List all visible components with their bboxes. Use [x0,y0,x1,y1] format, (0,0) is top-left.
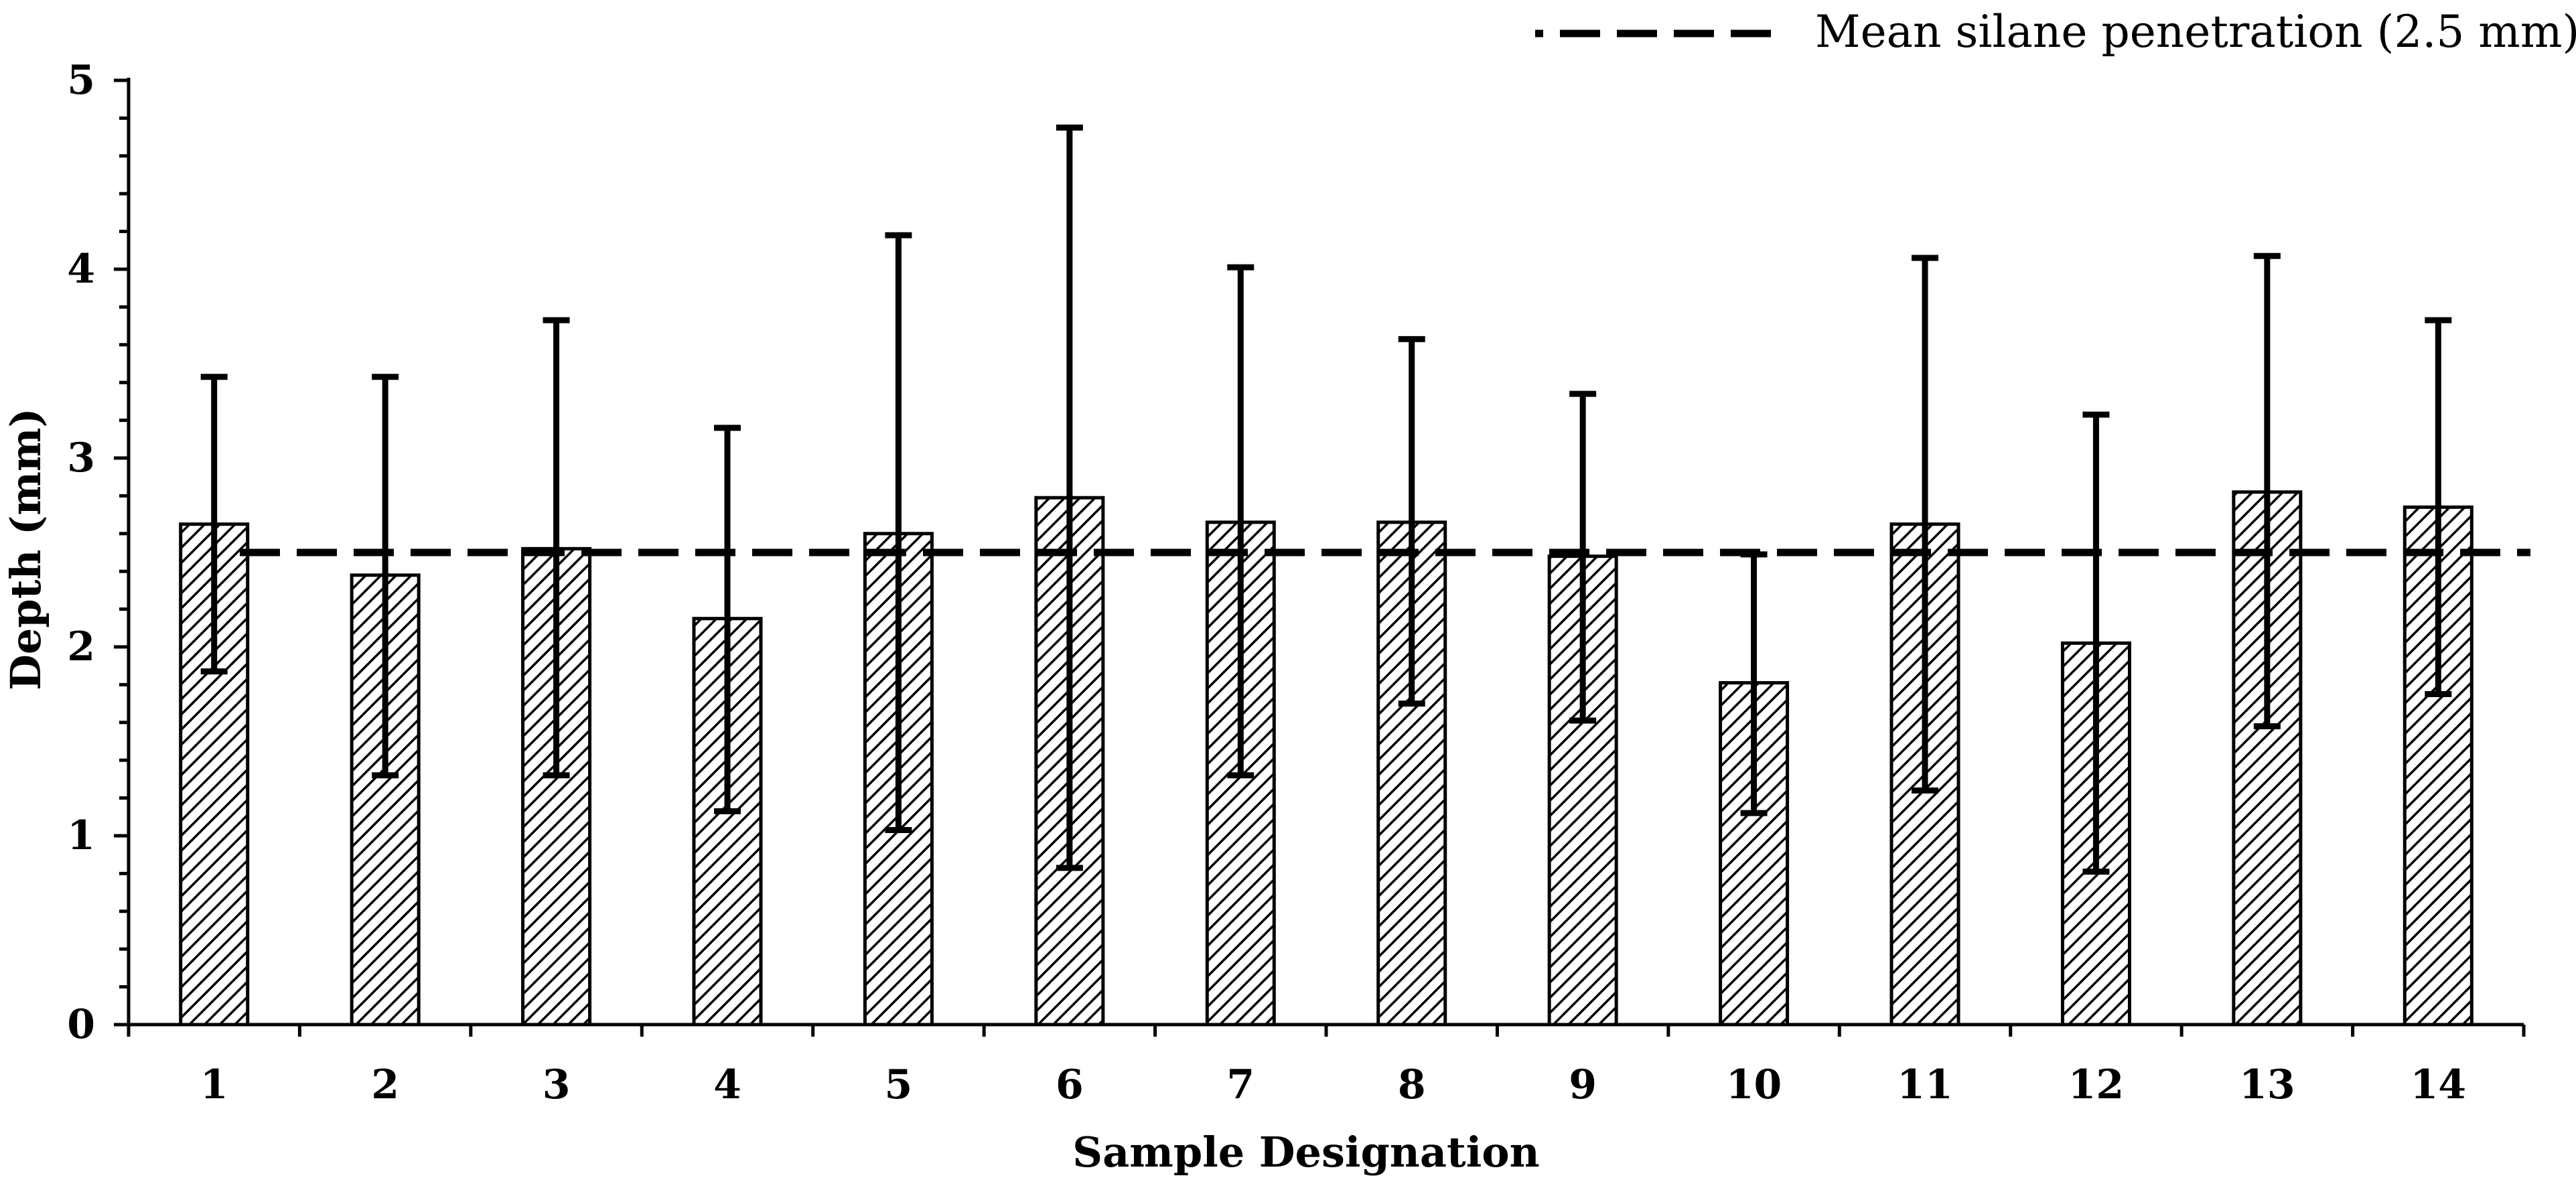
error-bar-1 [200,374,228,675]
error-bar-13 [2253,252,2281,729]
error-bar-14 [2425,317,2452,697]
x-tick-label: 1 [200,1061,228,1108]
error-bar-4 [714,425,741,814]
error-bars-layer [200,125,2452,875]
y-tick-label: 0 [67,1001,95,1048]
bars-layer [179,490,2474,1027]
x-tick-label: 3 [543,1061,571,1108]
legend: Mean silane penetration (2.5 mm) [1535,6,2576,58]
x-tick-label: 8 [1398,1061,1426,1108]
y-tick-label: 1 [67,812,95,859]
y-axis-title: Depth (mm) [1,408,50,690]
x-tick-label: 7 [1226,1061,1255,1108]
x-tick-label: 5 [885,1061,913,1108]
bar-4 [692,617,763,1027]
x-tick-label: 9 [1569,1061,1597,1108]
y-tick-label: 2 [67,623,95,670]
x-tick-label: 14 [2411,1061,2467,1108]
error-bar-11 [1912,254,1938,794]
x-tick-label: 2 [371,1061,399,1108]
x-tick-label: 12 [2068,1061,2125,1108]
x-tick-label: 6 [1056,1061,1084,1108]
error-bar-8 [1398,336,1425,707]
error-bar-12 [2082,411,2110,875]
error-bar-2 [372,374,399,779]
x-tick-label: 4 [713,1061,741,1108]
error-bar-7 [1227,264,1255,779]
x-tick-label: 13 [2239,1061,2295,1108]
error-bar-5 [885,232,912,834]
x-tick-label: 11 [1897,1061,1953,1108]
y-tick-label: 4 [67,246,95,293]
error-bar-3 [543,317,570,779]
y-tick-label: 5 [67,57,95,104]
legend-label: Mean silane penetration (2.5 mm) [1815,6,2576,58]
error-bar-9 [1569,390,1597,724]
x-tick-label: 10 [1726,1061,1782,1108]
y-tick-label: 3 [67,435,95,481]
x-axis-title: Sample Designation [1072,1128,1539,1177]
error-bar-6 [1056,125,1083,871]
error-bar-10 [1740,551,1768,816]
